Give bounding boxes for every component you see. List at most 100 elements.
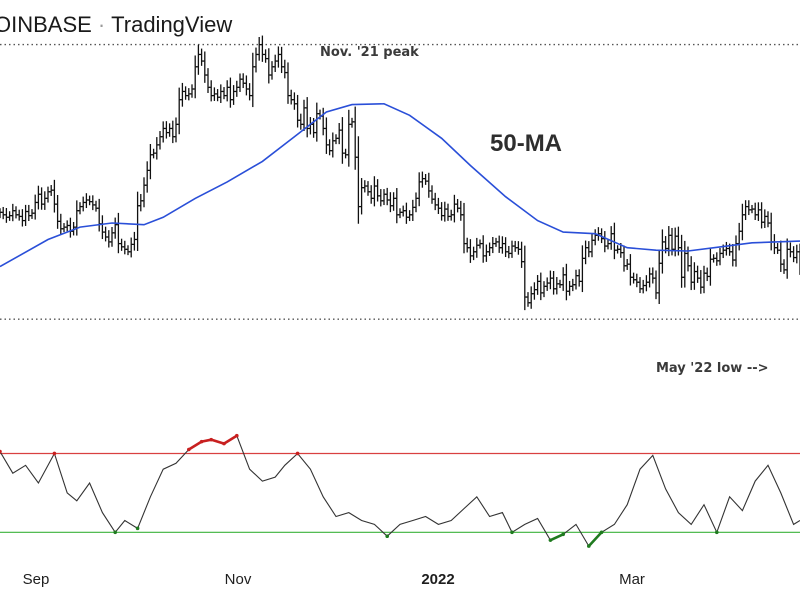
ohlc-bar xyxy=(589,233,595,258)
ohlc-bar xyxy=(605,239,611,250)
ohlc-bar xyxy=(772,234,777,255)
rsi-cold-point xyxy=(510,530,514,535)
ohlc-bar xyxy=(327,139,332,156)
ohlc-bar xyxy=(714,252,719,266)
ohlc-bar xyxy=(762,209,767,228)
ohlc-bar xyxy=(538,272,543,301)
ohlc-bar xyxy=(74,200,79,236)
ohlc-bar xyxy=(257,37,262,61)
moving-average xyxy=(0,102,800,268)
rsi-hot-point xyxy=(209,437,213,442)
ohlc-bar xyxy=(52,179,57,213)
rsi-hot-point xyxy=(295,451,300,456)
rsi-oversold-segment xyxy=(549,533,564,542)
ohlc-bar xyxy=(737,222,742,251)
ohlc-bar xyxy=(29,209,35,219)
ohlc-bar xyxy=(657,249,662,305)
ohlc-bar xyxy=(743,200,748,221)
ohlc-bar xyxy=(161,121,166,143)
ohlc-bar xyxy=(660,229,665,274)
ohlc-bar xyxy=(282,59,287,79)
ohlc-bar xyxy=(97,198,102,232)
ohlc-bar xyxy=(116,212,121,254)
rsi-overbought-segment xyxy=(223,434,238,445)
ohlc-bar xyxy=(359,178,364,215)
rsi-overbought-segment xyxy=(210,438,225,445)
ohlc-bar xyxy=(42,191,47,210)
ohlc-bar xyxy=(55,194,60,229)
ohlc-bar xyxy=(778,240,783,272)
ohlc-bar xyxy=(487,242,492,256)
ohlc-bar xyxy=(388,192,393,213)
ohlc-bar xyxy=(781,259,787,274)
ohlc-bar xyxy=(631,272,636,284)
ohlc-bar xyxy=(276,46,281,68)
ohlc-bar xyxy=(36,185,41,210)
ohlc-bar xyxy=(375,179,380,202)
ohlc-bar xyxy=(378,189,383,207)
ohlc-bar xyxy=(407,210,412,222)
rsi-cold-point xyxy=(385,534,390,539)
ohlc-bar xyxy=(349,117,355,128)
ohlc-bar xyxy=(141,177,147,208)
x-tick-label: Nov xyxy=(225,571,252,588)
ohlc-bar xyxy=(756,202,761,221)
ohlc-bar xyxy=(202,51,207,83)
ohlc-bar xyxy=(433,192,438,211)
ohlc-bar xyxy=(701,265,707,294)
ohlc-bar xyxy=(381,189,387,206)
ohlc-bar xyxy=(365,181,371,196)
ohlc-bar xyxy=(753,202,758,220)
ohlc-bar xyxy=(426,172,431,198)
ma-label: 50-MA xyxy=(490,130,562,157)
ohlc-bar xyxy=(682,240,687,288)
ohlc-bar xyxy=(301,99,307,132)
ohlc-bar xyxy=(525,292,531,307)
ohlc-bar xyxy=(4,207,9,223)
ohlc-bar xyxy=(113,217,118,239)
ohlc-bar xyxy=(733,235,739,267)
ohlc-bar xyxy=(103,226,108,242)
ohlc-bar xyxy=(340,117,345,164)
ohlc-bar xyxy=(106,230,111,248)
ohlc-bar xyxy=(564,263,569,301)
ohlc-bar xyxy=(1,206,6,220)
ohlc-bar xyxy=(33,194,38,220)
ohlc-bar xyxy=(497,235,502,253)
rsi-cold-point xyxy=(113,530,117,535)
ohlc-bar xyxy=(183,86,188,100)
ohlc-bar xyxy=(157,131,163,150)
time-axis: Sep Nov 2022 Mar xyxy=(23,571,645,588)
ohlc-bar xyxy=(394,188,399,224)
ohlc-bar xyxy=(13,206,19,219)
ohlc-bar xyxy=(218,84,223,104)
rsi-hot-point xyxy=(222,441,226,446)
ohlc-bar xyxy=(20,209,25,227)
ohlc-bar xyxy=(247,83,252,101)
exchange-name: OINBASE xyxy=(0,12,92,37)
ohlc-bar xyxy=(135,191,140,251)
ohlc-bar xyxy=(237,73,243,92)
ohlc-bar xyxy=(154,137,159,160)
ohlc-bar xyxy=(442,201,447,222)
ohlc-bar xyxy=(621,245,627,272)
ohlc-bar xyxy=(138,193,143,212)
ohlc-bar xyxy=(84,193,89,209)
ohlc-bar xyxy=(557,279,563,289)
ohlc-bar xyxy=(372,176,377,207)
ohlc-bar xyxy=(263,49,268,63)
ohlc-bar xyxy=(356,136,361,224)
ohlc-bar xyxy=(295,94,300,128)
x-tick-label: 2022 xyxy=(421,571,454,588)
ohlc-bar xyxy=(397,208,403,219)
ohlc-bar xyxy=(413,192,419,213)
ohlc-bar xyxy=(461,202,467,254)
ohlc-bar xyxy=(193,55,198,99)
ohlc-bar xyxy=(708,247,713,286)
ohlc-bar xyxy=(81,196,86,212)
ohlc-bar xyxy=(673,227,678,257)
ohlc-bar xyxy=(730,243,735,267)
ohlc-bar xyxy=(634,273,639,288)
ohlc-bar xyxy=(132,231,137,251)
